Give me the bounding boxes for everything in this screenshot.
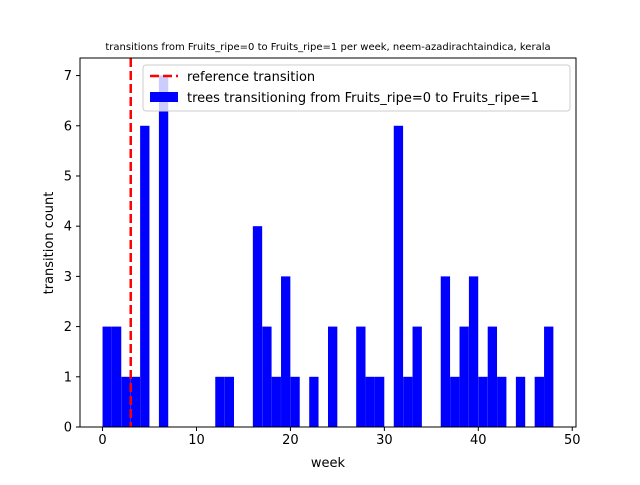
bar: [290, 376, 300, 427]
bar: [262, 326, 272, 427]
bar: [328, 326, 338, 427]
y-tick-label: 6: [64, 119, 72, 134]
bar: [224, 376, 234, 427]
x-tick-label: 50: [564, 433, 581, 448]
bar: [478, 376, 488, 427]
x-tick-label: 0: [98, 433, 106, 448]
legend: reference transition trees transitioning…: [142, 64, 571, 112]
y-axis-label: transition count: [42, 192, 57, 295]
bar: [403, 376, 413, 427]
bar: [544, 326, 554, 427]
legend-bars-swatch: [150, 92, 178, 102]
bar: [309, 376, 319, 427]
bar: [215, 376, 225, 427]
bar: [515, 376, 526, 427]
bar: [158, 75, 169, 427]
x-axis-label: week: [311, 456, 346, 471]
bar: [534, 376, 544, 427]
bar: [252, 226, 263, 427]
bar: [121, 376, 131, 427]
bar: [130, 376, 141, 427]
bar: [393, 125, 404, 427]
bar: [374, 376, 385, 427]
y-tick-label: 5: [64, 169, 72, 184]
bar: [440, 276, 451, 427]
bar: [365, 376, 375, 427]
bar: [271, 376, 281, 427]
legend-frame: [142, 64, 571, 112]
legend-bars-label: trees transitioning from Fruits_ripe=0 t…: [187, 91, 539, 106]
y-tick-label: 1: [64, 370, 72, 385]
bar: [281, 276, 291, 427]
bar: [487, 326, 498, 427]
legend-reference-label: reference transition: [187, 70, 315, 85]
x-tick-label: 40: [470, 433, 487, 448]
x-tick-label: 30: [376, 433, 393, 448]
y-tick-label: 2: [64, 320, 72, 335]
chart-title: transitions from Fruits_ripe=0 to Fruits…: [105, 42, 550, 53]
bar: [412, 326, 422, 427]
y-tick-label: 0: [64, 421, 72, 436]
bar: [497, 376, 507, 427]
y-tick-label: 4: [64, 220, 72, 235]
bar: [102, 326, 112, 427]
x-tick-label: 20: [282, 433, 299, 448]
y-tick-label: 3: [64, 270, 72, 285]
bars-group: [102, 75, 554, 427]
x-tick-label: 10: [188, 433, 205, 448]
bar: [468, 276, 479, 427]
axes-group: 0 10 20 30 40 50 0 1 2 3 4 5 6 7: [64, 57, 581, 448]
bar: [450, 376, 460, 427]
bar: [140, 125, 150, 427]
bar: [459, 326, 469, 427]
plot-frame: [79, 57, 577, 428]
bar: [356, 326, 366, 427]
y-tick-label: 7: [64, 69, 72, 84]
bar: [111, 326, 122, 427]
